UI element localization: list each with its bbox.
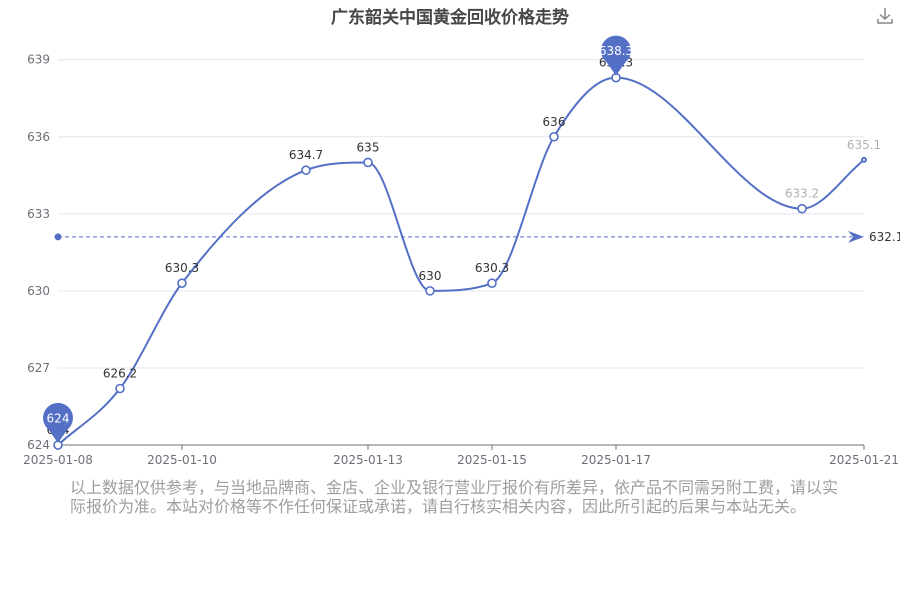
data-point [487,278,497,288]
data-points [53,72,867,450]
data-label: 633.2 [785,187,819,201]
data-point [861,156,867,163]
data-label: 636 [543,115,566,129]
x-tick-label: 2025-01-15 [457,453,527,467]
disclaimer-text: 以上数据仅供参考，与当地品牌商、金店、企业及银行营业厅报价有所差异，依产品不同需… [70,478,839,516]
max-marker [601,35,631,76]
data-label: 635.1 [847,138,881,152]
min-marker-label: 624 [47,412,70,426]
min-max-markers: 624 638.3 [43,35,633,443]
axes: 624 627 630 633 636 639 2025-01-08 2025-01-10 20… [23,53,899,467]
x-tick-label: 2025-01-13 [333,453,403,467]
min-marker [43,402,73,443]
x-tick-label: 2025-01-10 [147,453,217,467]
line-chart: 624 627 630 633 636 639 2025-01-08 2025-01-10 20… [23,35,900,467]
data-label: 630 [419,269,442,283]
data-point [115,383,125,394]
y-tick-label: 633 [27,207,50,221]
data-point [425,286,435,296]
download-icon[interactable] [874,5,896,27]
data-label: 630.3 [475,261,509,275]
average-line-arrow [848,230,864,243]
chart-title: 广东韶关中国黄金回收价格走势 [331,8,569,28]
data-label: 635 [357,140,380,154]
y-tick-label: 636 [27,130,50,144]
average-line-label: 632.1 [869,230,900,244]
data-labels: 624626.2630.3634.7635630630.3636638.3633… [47,56,882,437]
max-marker-label: 638.3 [599,44,633,58]
y-tick-label: 630 [27,284,50,298]
data-point [177,278,187,288]
data-point [549,131,559,142]
x-tick-label: 2025-01-21 [829,453,899,467]
data-point [363,157,373,168]
average-line-group: 632.1 [54,230,900,244]
data-label: 634.7 [289,148,323,162]
x-tick-label: 2025-01-08 [23,453,93,467]
data-point [797,203,807,214]
data-label: 630.3 [165,261,199,275]
data-point [301,165,311,175]
x-tick-label: 2025-01-17 [581,453,651,467]
data-label: 626.2 [103,366,137,380]
y-tick-label: 624 [27,438,50,452]
y-tick-label: 639 [27,53,50,67]
grid-lines [58,59,864,369]
y-tick-label: 627 [27,361,50,375]
